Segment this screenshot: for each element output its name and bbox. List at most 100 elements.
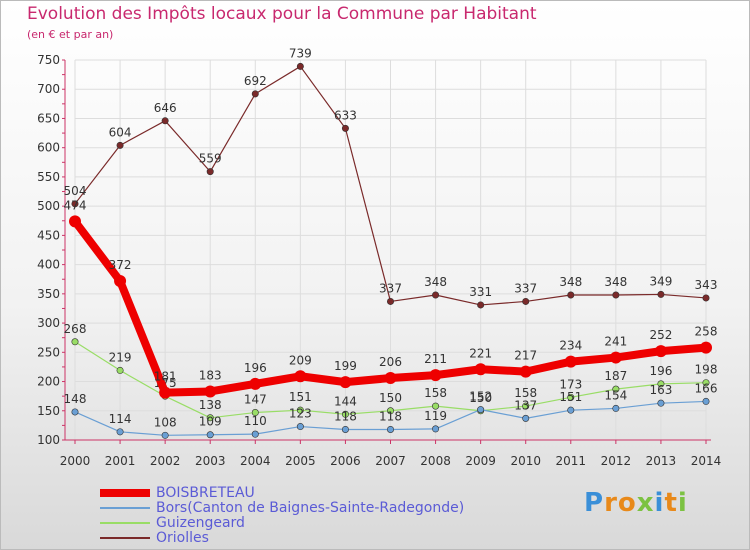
data-point [564, 355, 577, 368]
y-tick-label: 350 [37, 287, 60, 301]
data-label: 504 [64, 184, 87, 198]
y-tick-label: 300 [37, 316, 60, 330]
data-point [71, 200, 79, 208]
data-label: 138 [199, 398, 222, 412]
x-tick-label: 2010 [510, 454, 541, 468]
data-point [116, 366, 124, 374]
legend-label: Bors(Canton de Baignes-Sainte-Radegonde) [156, 500, 465, 516]
data-label: 258 [695, 325, 718, 339]
data-point [474, 363, 487, 376]
data-point [206, 168, 214, 176]
data-label: 118 [379, 409, 402, 423]
data-label: 173 [559, 377, 582, 391]
data-point [341, 410, 349, 418]
y-tick-label: 700 [37, 82, 60, 96]
y-tick-label: 650 [37, 111, 60, 125]
x-tick-label: 2005 [285, 454, 316, 468]
data-point [71, 338, 79, 346]
data-label: 219 [109, 350, 132, 364]
data-label: 137 [514, 398, 537, 412]
line-chart: 100 150 200 250 300 350 400 450 500 550 600 650 700 7… [37, 46, 722, 468]
data-point [657, 290, 665, 298]
data-point [609, 351, 622, 364]
data-label: 198 [695, 363, 718, 377]
data-label: 199 [334, 359, 357, 373]
data-point [522, 297, 530, 305]
legend-swatch-bors [100, 507, 150, 509]
data-label: 187 [604, 369, 627, 383]
data-point [386, 297, 394, 305]
data-point [477, 301, 485, 309]
data-label: 349 [649, 274, 672, 288]
data-point [341, 425, 349, 433]
y-tick-label: 400 [37, 258, 60, 272]
data-label: 474 [64, 198, 87, 212]
data-label: 331 [469, 285, 492, 299]
legend-item-boisbreteau: BOISBRETEAU [100, 485, 255, 501]
data-point [294, 370, 307, 383]
data-label: 372 [109, 258, 132, 272]
data-label: 241 [604, 335, 627, 349]
data-label: 633 [334, 108, 357, 122]
data-point [249, 377, 262, 390]
data-label: 119 [424, 409, 447, 423]
data-label: 559 [199, 152, 222, 166]
data-label: 604 [109, 125, 132, 139]
data-label: 166 [695, 381, 718, 395]
y-tick-label: 150 [37, 404, 60, 418]
data-point [429, 369, 442, 382]
logo-letter: r [604, 488, 618, 518]
data-point [386, 425, 394, 433]
x-tick-label: 2000 [60, 454, 91, 468]
data-point [204, 385, 217, 398]
data-label: 211 [424, 352, 447, 366]
data-point [251, 90, 259, 98]
y-tick-label: 200 [37, 375, 60, 389]
data-label: 337 [514, 281, 537, 295]
data-point [159, 386, 172, 399]
x-tick-label: 2014 [691, 454, 722, 468]
data-point [612, 385, 620, 393]
data-label: 692 [244, 74, 267, 88]
data-point [612, 291, 620, 299]
data-label: 337 [379, 281, 402, 295]
data-label: 109 [199, 415, 222, 429]
data-point [384, 372, 397, 385]
data-label: 217 [514, 349, 537, 363]
data-label: 144 [334, 394, 357, 408]
logo-letter: t [664, 488, 678, 518]
logo-letter: x [636, 488, 655, 518]
data-point [341, 124, 349, 132]
data-point [296, 406, 304, 414]
data-point [69, 215, 81, 228]
data-label: 646 [154, 101, 177, 115]
data-point [700, 341, 712, 354]
data-point [116, 141, 124, 149]
data-label: 158 [424, 386, 447, 400]
data-point [612, 404, 620, 412]
data-point [161, 431, 169, 439]
legend-label: Guizengeard [156, 515, 245, 531]
data-label: 181 [154, 370, 177, 384]
data-label: 110 [244, 414, 267, 428]
x-tick-label: 2007 [375, 454, 406, 468]
data-point [114, 274, 127, 287]
logo-letter: i [654, 488, 665, 518]
logo-letter: o [617, 488, 637, 518]
data-point [654, 345, 667, 358]
data-label: 151 [559, 390, 582, 404]
data-label: 196 [244, 361, 267, 375]
data-label: 150 [469, 391, 492, 405]
data-label: 739 [289, 46, 312, 60]
y-tick-label: 600 [37, 141, 60, 155]
x-tick-label: 2004 [240, 454, 271, 468]
data-label: 152 [469, 390, 492, 404]
data-point [296, 62, 304, 70]
legend-item-guizengeard: Guizengeard [100, 515, 245, 531]
data-point [567, 406, 575, 414]
y-tick-label: 450 [37, 228, 60, 242]
data-point [251, 409, 259, 417]
data-label: 154 [604, 388, 627, 402]
data-label: 158 [514, 386, 537, 400]
